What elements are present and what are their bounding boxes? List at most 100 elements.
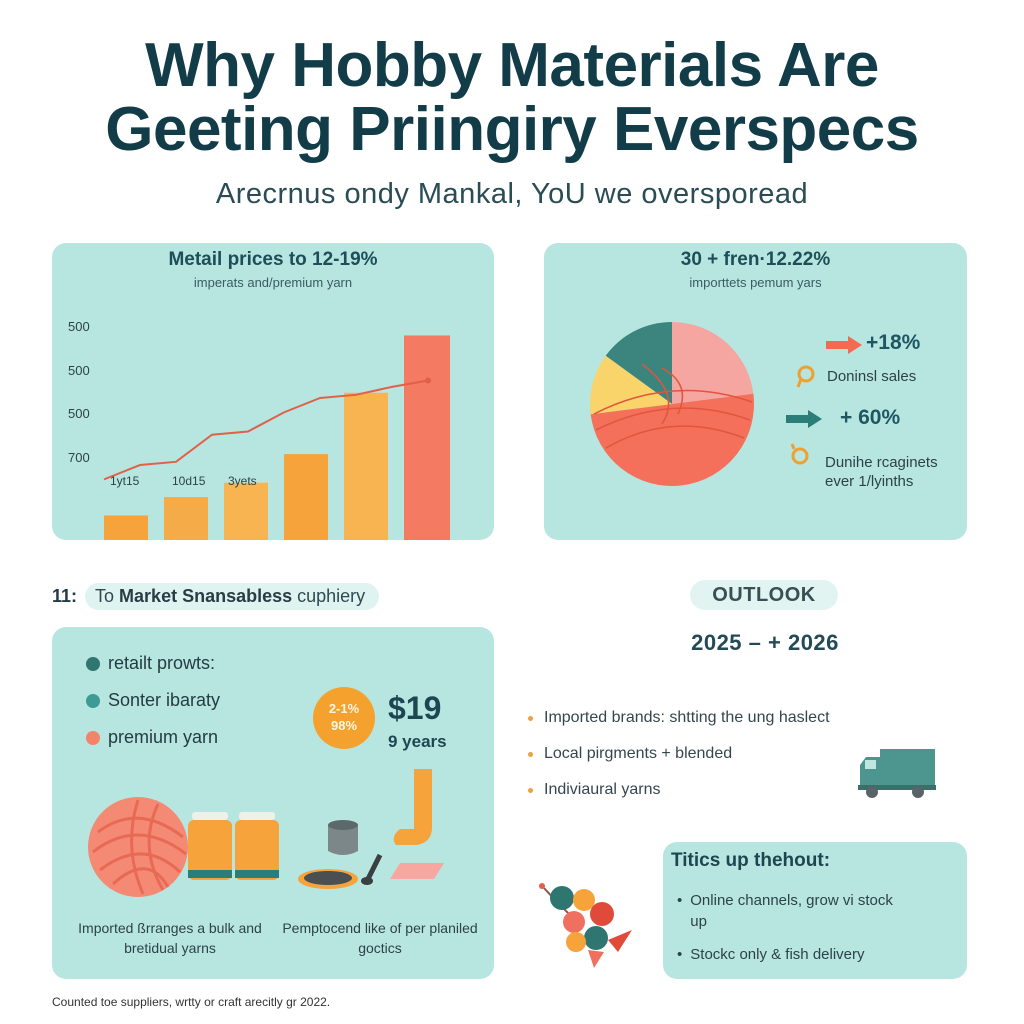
legend-label-1: retailt prowts: — [108, 653, 216, 673]
arrow-right-icon — [786, 410, 822, 428]
legend-label-2: Sonter ibaraty — [108, 690, 221, 710]
bar-3 — [224, 482, 268, 540]
section-number: 11: — [52, 585, 78, 606]
legend-label-3: premium yarn — [108, 727, 219, 747]
arrow-right-icon — [826, 336, 862, 354]
section-pill: To Market Snansabless cuphiery — [85, 582, 380, 610]
caption-left: Imported ßrranges a bulk and bretidual y… — [78, 920, 262, 956]
legend-item: retailt prowts: — [86, 645, 220, 682]
title-line-2: Geeting Priingiry Everspecs — [105, 95, 919, 164]
brush-icon — [365, 853, 383, 881]
x-tick-label: 1yt15 — [110, 474, 140, 488]
price-value: $19 — [388, 690, 442, 726]
yarn-strand — [605, 425, 745, 449]
list-item: Indiviaural yarns — [528, 772, 830, 808]
jar-icon — [235, 820, 279, 880]
outlook-item-2: Local pirgments + blended — [544, 745, 733, 762]
bullet-icon — [528, 715, 533, 721]
price-chart-title: Metail prices to 12-19% — [168, 249, 378, 270]
pie-slice-1 — [605, 322, 672, 404]
flower-decoration-icon — [539, 883, 632, 968]
market-panel: retailt prowts: Sonter ibaraty premium y… — [52, 627, 494, 979]
title-line-1: Why Hobby Materials Are — [145, 31, 879, 100]
bullet-icon — [528, 751, 533, 757]
market-legend: retailt prowts: Sonter ibaraty premium y… — [86, 645, 220, 756]
legend-dot-icon — [86, 693, 100, 708]
pie-slice-3 — [590, 393, 754, 486]
badge-line-1: 2-1% — [328, 701, 360, 716]
bullet-icon: • — [677, 946, 683, 963]
bar-6 — [404, 335, 450, 540]
caption-right: Pemptocend like of per planiled goctics — [282, 920, 478, 956]
tactics-title: Titics up thehout: — [671, 850, 831, 871]
legend-item: Sonter ibaraty — [86, 682, 220, 719]
dye-pot-icon — [328, 825, 358, 855]
bar-2 — [164, 497, 208, 540]
footnote: Counted toe suppliers, wrtty or craft ar… — [52, 995, 331, 1009]
y-tick-label: 700 — [68, 450, 90, 465]
bullet-icon: • — [677, 892, 683, 909]
price-chart: 500 500 500 700 1yt15 10d15 3yets — [68, 319, 450, 540]
list-item: Imported brands: shtting the ung haslect — [528, 700, 830, 736]
bar-1 — [104, 515, 148, 540]
jar-icon — [188, 820, 232, 880]
outlook-item-3: Indiviaural yarns — [544, 781, 661, 798]
price-chart-subtitle: imperats and/premium yarn — [193, 275, 353, 290]
price-subtext: 9 years — [388, 732, 447, 751]
tactics-list: • Online channels, grow vi stock up • Stoc… — [677, 890, 910, 977]
outlook-label: OUTLOOK — [690, 580, 838, 610]
page-subtitle: Arecrnus ondy Mankal, YoU we oversporead — [215, 178, 809, 210]
y-tick-label: 500 — [68, 363, 90, 378]
bullet-icon — [528, 787, 533, 793]
tactics-panel: Titics up thehout: • Online channels, gro… — [663, 842, 967, 979]
sponge-icon — [390, 863, 444, 879]
price-trend-line — [103, 379, 429, 481]
section-bold: Market Snansabless — [119, 585, 293, 606]
section-rest: cuphiery — [292, 585, 366, 606]
craft-tools-illustration — [298, 769, 444, 889]
delivery-truck-icon — [858, 749, 936, 798]
yarn-strand — [661, 367, 684, 415]
bar-5 — [344, 392, 388, 540]
pie-subtitle: importtets pemum yars — [689, 275, 822, 290]
badge-line-2: 98% — [330, 718, 358, 733]
legend-dot-icon — [86, 656, 100, 671]
outlook-item-1: Imported brands: shtting the ung haslect — [544, 709, 830, 726]
stat-value-1: +18% — [866, 331, 921, 354]
x-tick-label: 10d15 — [172, 474, 206, 488]
trend-end-point — [425, 377, 431, 384]
outlook-list: Imported brands: shtting the ung haslect… — [528, 700, 830, 808]
section-prefix: To — [95, 585, 120, 606]
import-pie-panel: 30 + fren·12.22% importtets pemum yars +… — [544, 243, 967, 540]
stat-label-2: Dunihe rcaginets ever 1/lyinths — [825, 454, 938, 490]
pin-icon — [790, 443, 809, 465]
stat-value-2: + 60% — [840, 406, 901, 429]
percent-badge: 2-1% 98% — [313, 687, 375, 749]
pin-icon — [796, 365, 815, 388]
pie-title: 30 + fren·12.22% — [680, 249, 831, 270]
list-item: • Stockc only & fish delivery — [677, 944, 910, 965]
page-title: Why Hobby Materials Are Geeting Priingir… — [0, 34, 1024, 162]
pie-slice-4 — [590, 355, 672, 415]
legend-item: premium yarn — [86, 719, 220, 756]
import-pie-chart — [590, 322, 754, 486]
yarn-strand — [641, 363, 670, 425]
section-heading: 11: To Market Snansabless cuphiery — [52, 582, 380, 610]
yarn-and-jars-illustration — [88, 797, 279, 897]
yarn-strand — [593, 389, 753, 415]
stat-label-1: Doninsl sales — [827, 368, 917, 385]
y-tick-label: 500 — [68, 319, 90, 334]
list-item: Local pirgments + blended — [528, 736, 830, 772]
tactic-item-1: Online channels, grow vi stock up — [690, 892, 893, 930]
price-chart-panel: Metail prices to 12-19% imperats and/pre… — [52, 243, 494, 540]
bar-4 — [284, 454, 328, 540]
x-tick-label: 3yets — [228, 474, 257, 488]
yarn-strand — [595, 407, 751, 431]
tactic-item-2: Stockc only & fish delivery — [690, 946, 865, 963]
legend-dot-icon — [86, 730, 100, 745]
list-item: • Online channels, grow vi stock up — [677, 890, 910, 932]
y-tick-label: 500 — [68, 406, 90, 421]
sock-icon — [393, 769, 432, 845]
outlook-years: 2025 – + 2026 — [691, 630, 839, 655]
pie-slice-2 — [672, 322, 754, 404]
